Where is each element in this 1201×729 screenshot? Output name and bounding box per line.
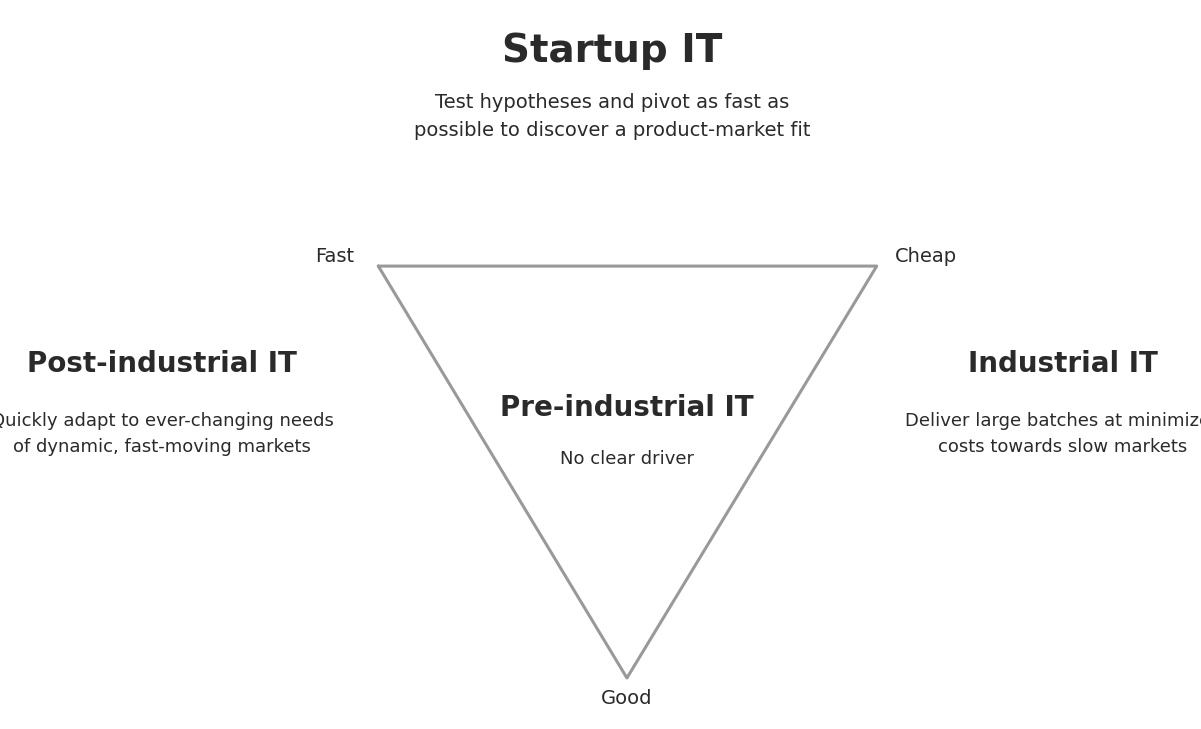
Text: Deliver large batches at minimized
costs towards slow markets: Deliver large batches at minimized costs…	[904, 412, 1201, 456]
Text: Post-industrial IT: Post-industrial IT	[28, 351, 297, 378]
Text: Industrial IT: Industrial IT	[968, 351, 1158, 378]
Text: Pre-industrial IT: Pre-industrial IT	[500, 394, 754, 422]
Text: Cheap: Cheap	[895, 247, 957, 266]
Text: Good: Good	[602, 689, 652, 708]
Text: Quickly adapt to ever-changing needs
of dynamic, fast-moving markets: Quickly adapt to ever-changing needs of …	[0, 412, 334, 456]
Text: Startup IT: Startup IT	[502, 32, 723, 70]
Text: No clear driver: No clear driver	[560, 451, 694, 468]
Text: Fast: Fast	[315, 247, 354, 266]
Text: Test hypotheses and pivot as fast as
possible to discover a product-market fit: Test hypotheses and pivot as fast as pos…	[414, 93, 811, 140]
